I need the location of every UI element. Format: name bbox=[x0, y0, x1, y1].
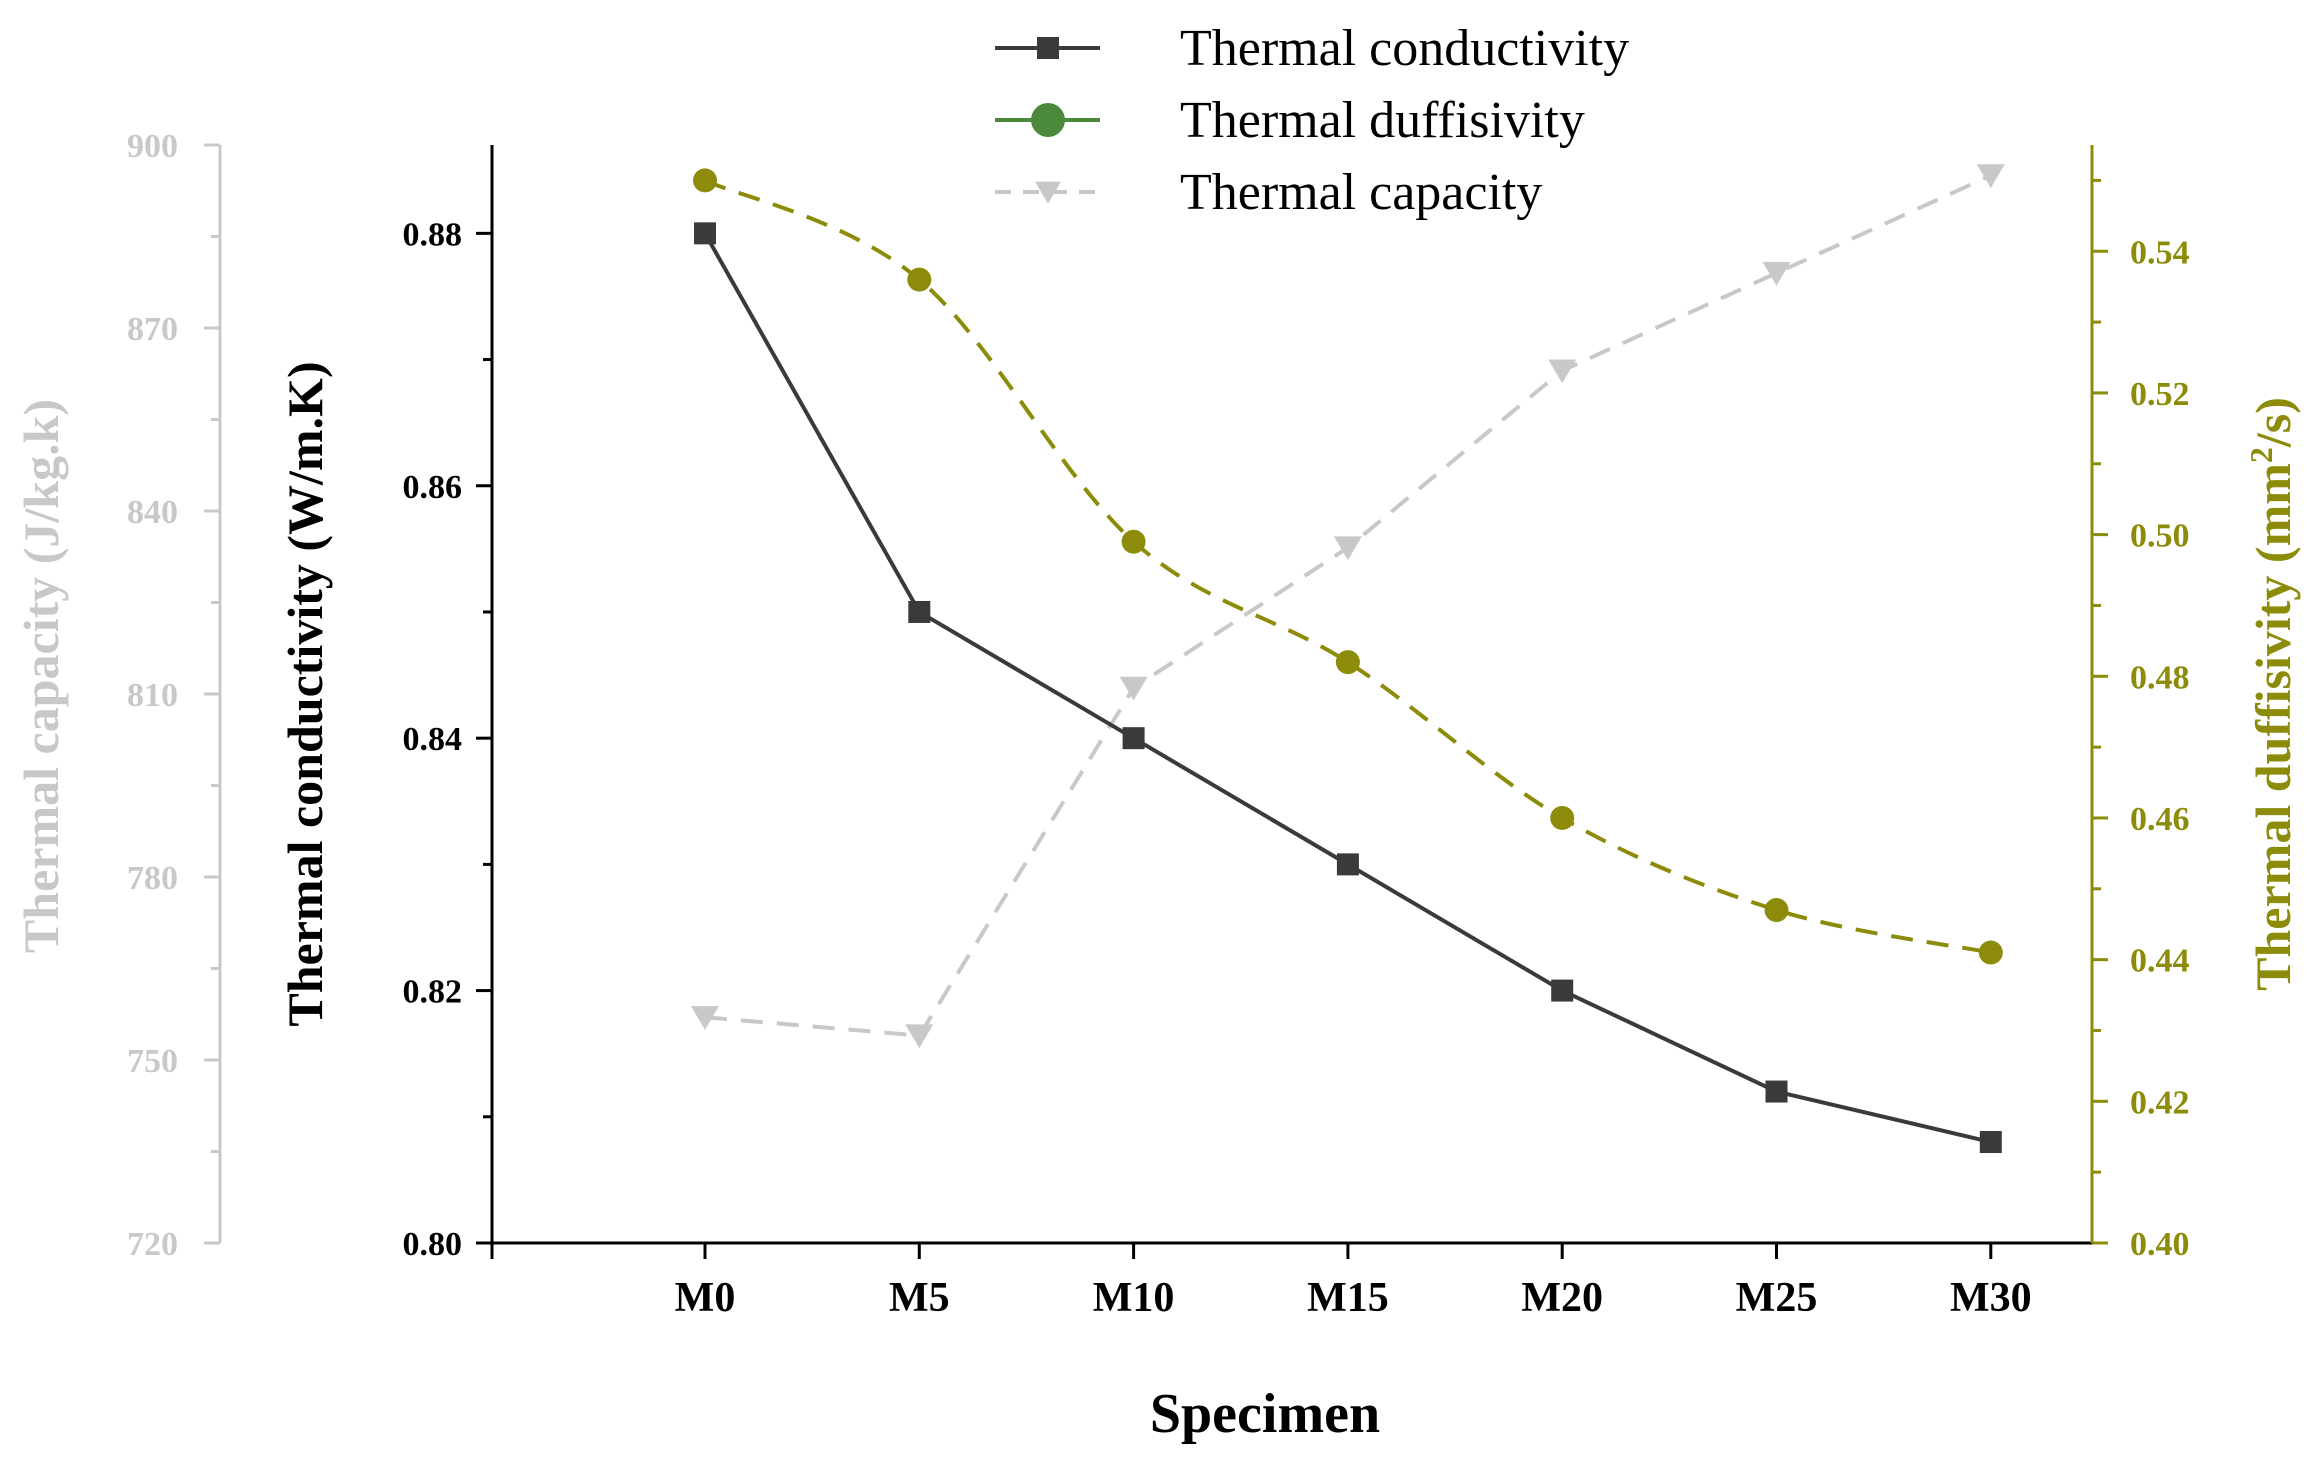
series-line-capacity bbox=[705, 176, 1991, 1036]
capacity-tick-label: 810 bbox=[127, 677, 178, 714]
series-capacity bbox=[691, 164, 2005, 1048]
data-point-capacity bbox=[1548, 360, 1576, 384]
diffusivity-tick-label: 0.40 bbox=[2130, 1226, 2190, 1263]
legend-entry: Thermal capacity bbox=[995, 164, 1542, 221]
x-tick-label: M20 bbox=[1521, 1275, 1603, 1321]
legend-label: Thermal duffisivity bbox=[1180, 92, 1585, 149]
legend-entry: Thermal conductivity bbox=[995, 20, 1629, 77]
diffusivity-tick-label: 0.44 bbox=[2130, 943, 2190, 980]
data-point-conductivity bbox=[1551, 980, 1573, 1002]
data-point-capacity bbox=[1334, 536, 1362, 560]
series-line-diffusivity bbox=[705, 180, 1991, 952]
diffusivity-axis-title: Thermal duffisivity (mm2/s) bbox=[2243, 397, 2301, 991]
data-point-capacity bbox=[1120, 677, 1148, 701]
x-tick-label: M30 bbox=[1950, 1275, 2032, 1321]
data-point-diffusivity bbox=[1765, 898, 1789, 922]
legend: Thermal conductivity Thermal duffisivity T… bbox=[995, 20, 1629, 221]
series-layer bbox=[691, 164, 2005, 1153]
data-point-diffusivity bbox=[1550, 806, 1574, 830]
data-point-conductivity bbox=[1123, 727, 1145, 749]
x-tick-label: M10 bbox=[1093, 1275, 1175, 1321]
data-point-diffusivity bbox=[693, 168, 717, 192]
series-conductivity bbox=[694, 222, 2002, 1153]
diffusivity-tick-label: 0.46 bbox=[2130, 801, 2190, 838]
diffusivity-tick-label: 0.54 bbox=[2130, 234, 2190, 271]
diffusivity-tick-label: 0.52 bbox=[2130, 376, 2190, 413]
capacity-tick-label: 750 bbox=[127, 1043, 178, 1080]
x-tick-label: M0 bbox=[675, 1275, 736, 1321]
series-line-conductivity bbox=[705, 233, 1991, 1142]
capacity-tick-label: 870 bbox=[127, 311, 178, 348]
data-point-conductivity bbox=[1766, 1081, 1788, 1103]
axes-layer: M0 M5 M10 M15 M20 M25 M30 Specimen 0.80 0.82 0.84 0… bbox=[13, 128, 2301, 1445]
data-point-diffusivity bbox=[1122, 530, 1146, 554]
conductivity-tick-label: 0.84 bbox=[403, 721, 463, 758]
chart: M0 M5 M10 M15 M20 M25 M30 Specimen 0.80 0.82 0.84 0… bbox=[0, 0, 2310, 1468]
diffusivity-tick-label: 0.48 bbox=[2130, 659, 2190, 696]
diffusivity-tick-label: 0.42 bbox=[2130, 1084, 2190, 1121]
series-diffusivity bbox=[693, 168, 2003, 964]
capacity-tick-label: 900 bbox=[127, 128, 178, 165]
diffusivity-title-suffix: /s) bbox=[2245, 397, 2301, 448]
conductivity-tick-label: 0.86 bbox=[403, 469, 463, 506]
x-tick-label: M5 bbox=[889, 1275, 950, 1321]
data-point-diffusivity bbox=[907, 268, 931, 292]
diffusivity-tick-label: 0.50 bbox=[2130, 518, 2190, 555]
legend-marker bbox=[1031, 103, 1065, 137]
legend-label: Thermal conductivity bbox=[1180, 20, 1629, 77]
legend-marker bbox=[1037, 37, 1059, 59]
legend-entry: Thermal duffisivity bbox=[995, 92, 1585, 149]
diffusivity-title-prefix: Thermal duffisivity (mm bbox=[2245, 463, 2301, 991]
capacity-tick-label: 840 bbox=[127, 494, 178, 531]
legend-label: Thermal capacity bbox=[1180, 164, 1542, 221]
data-point-capacity bbox=[905, 1024, 933, 1048]
data-point-diffusivity bbox=[1336, 650, 1360, 674]
x-tick-label: M15 bbox=[1307, 1275, 1389, 1321]
x-tick-label: M25 bbox=[1736, 1275, 1818, 1321]
capacity-tick-label: 720 bbox=[127, 1226, 178, 1263]
x-axis-title: Specimen bbox=[1150, 1383, 1380, 1445]
data-point-conductivity bbox=[1337, 853, 1359, 875]
conductivity-axis-title: Thermal conductivity (W/m.K) bbox=[277, 361, 333, 1026]
data-point-conductivity bbox=[908, 601, 930, 623]
data-point-capacity bbox=[1763, 262, 1791, 286]
capacity-axis-title: Thermal capacity (J/kg.k) bbox=[13, 399, 69, 953]
data-point-conductivity bbox=[1980, 1131, 2002, 1153]
data-point-diffusivity bbox=[1979, 941, 2003, 965]
data-point-capacity bbox=[1977, 164, 2005, 188]
data-point-conductivity bbox=[694, 222, 716, 244]
conductivity-tick-label: 0.82 bbox=[403, 974, 463, 1011]
capacity-tick-label: 780 bbox=[127, 860, 178, 897]
conductivity-tick-label: 0.80 bbox=[403, 1226, 463, 1263]
conductivity-tick-label: 0.88 bbox=[403, 216, 463, 253]
diffusivity-title-superscript: 2 bbox=[2243, 447, 2279, 463]
